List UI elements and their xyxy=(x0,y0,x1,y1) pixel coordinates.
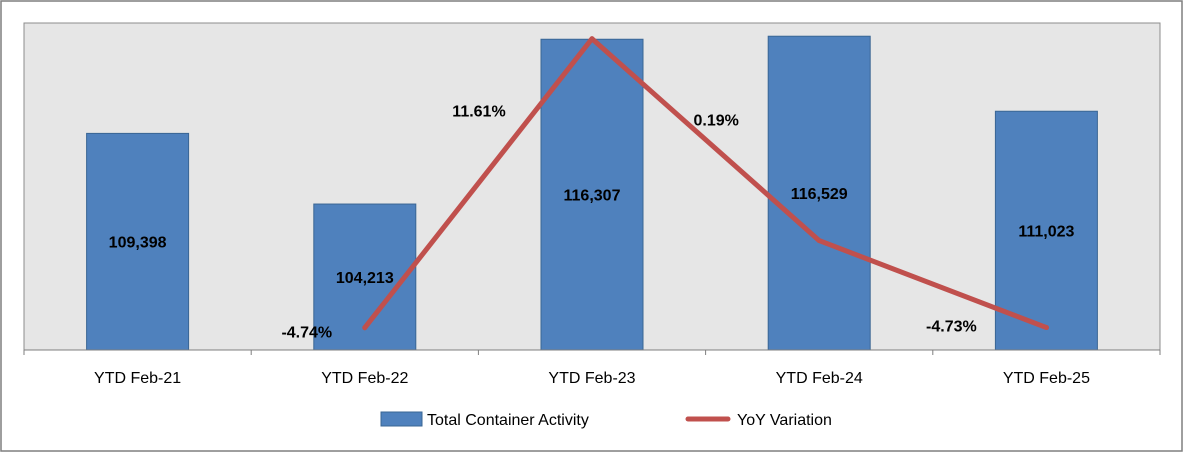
bar-ytd-feb-21 xyxy=(86,132,190,351)
yoy-point-ytd-feb-23 xyxy=(589,36,595,42)
bar-value-label: 116,529 xyxy=(791,186,848,203)
yoy-value-label: 0.19% xyxy=(694,113,739,130)
yoy-value-label: -4.73% xyxy=(926,319,977,336)
x-tick-label: YTD Feb-22 xyxy=(321,370,408,387)
yoy-variation-line xyxy=(362,36,1049,331)
legend-swatch-total-container-activity xyxy=(380,411,423,427)
yoy-value-label: 11.61% xyxy=(452,104,505,121)
labels-layer: 109,398 104,213 116,307 116,529 111,023 -4.74… xyxy=(109,104,1075,342)
bar-value-label: 116,307 xyxy=(564,188,621,205)
line-layer xyxy=(362,36,1049,331)
bar-value-label: 104,213 xyxy=(336,270,394,287)
legend-label-total-container-activity: Total Container Activity xyxy=(427,412,589,429)
bar-ytd-feb-24 xyxy=(767,35,871,351)
legend: Total Container Activity YoY Variation xyxy=(380,411,832,429)
x-tick-label: YTD Feb-21 xyxy=(94,370,181,387)
legend-label-yoy-variation: YoY Variation xyxy=(737,412,832,429)
x-axis: YTD Feb-21 YTD Feb-22 YTD Feb-23 YTD Feb-24… xyxy=(23,349,1161,387)
bar-value-label: 111,023 xyxy=(1018,224,1074,241)
yoy-point-ytd-feb-22 xyxy=(362,325,368,331)
yoy-value-label: -4.74% xyxy=(281,325,332,342)
bar-ytd-feb-23 xyxy=(540,38,644,351)
yoy-point-ytd-feb-24 xyxy=(816,238,822,244)
x-tick-label: YTD Feb-23 xyxy=(548,370,635,387)
yoy-point-ytd-feb-25 xyxy=(1043,325,1049,331)
x-tick-label: YTD Feb-24 xyxy=(776,370,863,387)
x-tick-label: YTD Feb-25 xyxy=(1003,370,1090,387)
bar-value-label: 109,398 xyxy=(109,235,167,252)
bars-layer xyxy=(86,35,1098,351)
